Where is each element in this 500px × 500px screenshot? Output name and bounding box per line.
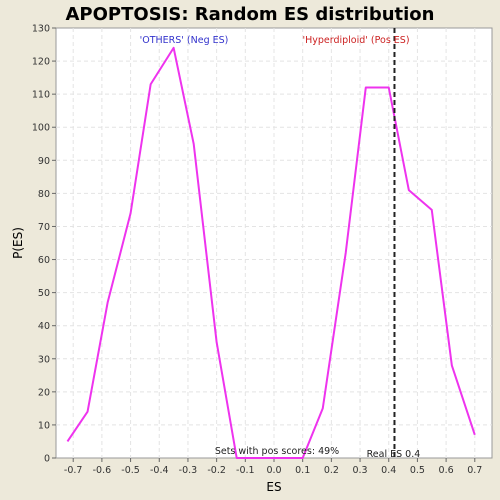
x-tick-label: 0.0: [266, 465, 281, 476]
real-es-label: Real ES 0.4: [367, 449, 421, 460]
y-tick-label: 20: [38, 387, 50, 398]
x-tick-label: -0.6: [93, 465, 112, 476]
annotation-sets: Sets with pos scores: 49%: [215, 446, 339, 457]
x-tick-label: 0.6: [439, 465, 454, 476]
y-tick-label: 130: [32, 24, 50, 35]
y-tick-label: 80: [38, 189, 50, 200]
annotation-neg: 'OTHERS' (Neg ES): [140, 35, 229, 46]
x-tick-label: -0.3: [179, 465, 198, 476]
series-layer: [66, 46, 476, 459]
x-axis-label: ES: [266, 480, 281, 494]
y-tick-label: 50: [38, 288, 50, 299]
x-tick-label: -0.2: [207, 465, 226, 476]
annotations: Real ES 0.4 'OTHERS' (Neg ES) 'Hyperdiploi…: [140, 28, 421, 460]
x-tick-label: -0.5: [121, 465, 140, 476]
x-tick-label: 0.1: [295, 465, 310, 476]
x-tick-label: -0.7: [64, 465, 83, 476]
grid: [56, 28, 492, 458]
y-tick-label: 100: [32, 123, 50, 134]
x-tick-label: -0.1: [236, 465, 255, 476]
x-tick-label: 0.3: [352, 465, 367, 476]
series-line: [66, 46, 476, 459]
chart-title: APOPTOSIS: Random ES distribution: [66, 4, 435, 25]
x-tick-label: -0.4: [150, 465, 169, 476]
y-tick-label: 90: [38, 156, 50, 167]
y-tick-label: 10: [38, 420, 50, 431]
y-tick-label: 30: [38, 354, 50, 365]
annotation-pos: 'Hyperdiploid' (Pos ES): [302, 35, 409, 46]
x-tick-label: 0.2: [324, 465, 339, 476]
x-tick-label: 0.7: [467, 465, 482, 476]
y-tick-label: 110: [32, 90, 50, 101]
x-tick-label: 0.5: [410, 465, 425, 476]
y-tick-label: 40: [38, 321, 50, 332]
y-tick-label: 60: [38, 255, 50, 266]
y-tick-label: 0: [44, 454, 50, 465]
y-tick-label: 70: [38, 222, 50, 233]
y-tick-label: 120: [32, 57, 50, 68]
x-tick-label: 0.4: [381, 465, 396, 476]
y-axis-label: P(ES): [11, 227, 25, 259]
